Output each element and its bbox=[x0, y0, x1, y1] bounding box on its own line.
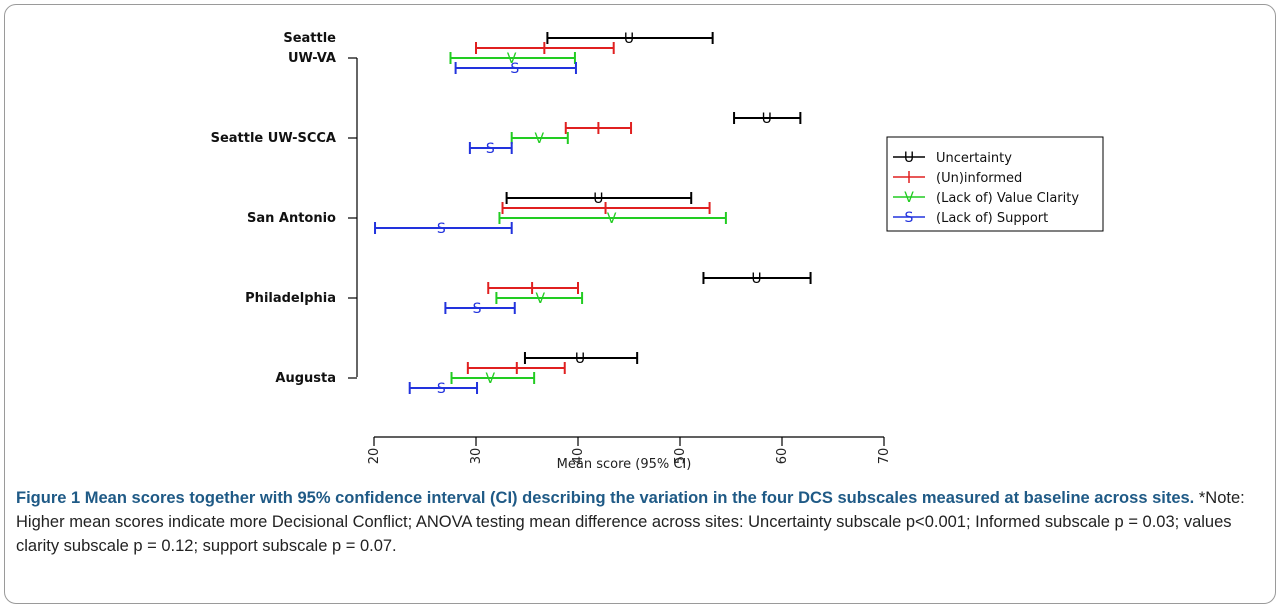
mean-marker: U bbox=[575, 351, 585, 367]
mean-marker: U bbox=[624, 31, 634, 47]
x-tick-label: 20 bbox=[367, 448, 382, 465]
mean-marker: U bbox=[751, 271, 761, 287]
x-axis-label: Mean score (95% CI) bbox=[557, 457, 692, 472]
mean-marker: S bbox=[473, 301, 482, 317]
x-tick-label: 30 bbox=[469, 448, 484, 465]
y-ticks: Seattle UW-VA Seattle UW-SCCA San Antonio Ph… bbox=[211, 31, 357, 386]
series-v: V V V V V bbox=[449, 51, 727, 387]
caption-title: Figure 1 Mean scores together with 95% c… bbox=[16, 489, 1195, 507]
x-tick-label: 40 bbox=[571, 448, 586, 465]
figure-frame bbox=[4, 4, 1276, 604]
legend-label: Uncertainty bbox=[936, 151, 1012, 166]
series-s: S S S S S bbox=[374, 61, 577, 397]
chart: Seattle UW-VA Seattle UW-SCCA San Antonio Ph… bbox=[211, 31, 1104, 472]
figure-caption: Figure 1 Mean scores together with 95% c… bbox=[16, 486, 1266, 558]
mean-marker: S bbox=[437, 381, 446, 397]
mean-marker: S bbox=[510, 61, 519, 77]
legend-marker: V bbox=[904, 190, 914, 206]
legend-items: U Uncertainty (Un)informed V (Lack of) Value… bbox=[893, 150, 1079, 226]
series-i bbox=[466, 42, 711, 374]
x-axis: 20 30 40 50 60 70 Mean score (95% CI) bbox=[367, 436, 892, 472]
legend-label: (Lack of) Support bbox=[936, 211, 1048, 226]
mean-marker: V bbox=[507, 51, 517, 67]
legend: U Uncertainty (Un)informed V (Lack of) Value… bbox=[886, 136, 1104, 232]
x-ticks: 20 30 40 50 60 70 bbox=[367, 437, 892, 464]
legend-box bbox=[886, 136, 1104, 232]
y-tick-label: Seattle UW-SCCA bbox=[211, 131, 336, 146]
mean-marker: U bbox=[762, 111, 772, 127]
x-tick-label: 50 bbox=[673, 448, 688, 465]
mean-marker: U bbox=[593, 191, 603, 207]
y-tick-label: Seattle UW-VA bbox=[283, 31, 336, 66]
series-u: U U U U U bbox=[505, 31, 812, 367]
legend-marker: S bbox=[905, 210, 914, 226]
legend-label: (Un)informed bbox=[936, 171, 1022, 186]
x-tick-label: 70 bbox=[877, 448, 892, 465]
mean-marker: V bbox=[485, 371, 495, 387]
y-tick-label: San Antonio bbox=[247, 211, 336, 226]
y-tick-label: Augusta bbox=[275, 371, 336, 386]
legend-marker: U bbox=[904, 150, 914, 166]
mean-marker: V bbox=[534, 131, 544, 147]
mean-marker: V bbox=[607, 211, 617, 227]
caption-note: *Note: Higher mean scores indicate more … bbox=[16, 489, 1245, 555]
x-tick-label: 60 bbox=[775, 448, 790, 465]
y-tick-label: Philadelphia bbox=[245, 291, 336, 306]
mean-marker: V bbox=[535, 291, 545, 307]
mean-marker: S bbox=[437, 221, 446, 237]
y-axis: Seattle UW-VA Seattle UW-SCCA San Antonio Ph… bbox=[211, 31, 358, 386]
mean-marker: S bbox=[486, 141, 495, 157]
legend-label: (Lack of) Value Clarity bbox=[936, 191, 1079, 206]
